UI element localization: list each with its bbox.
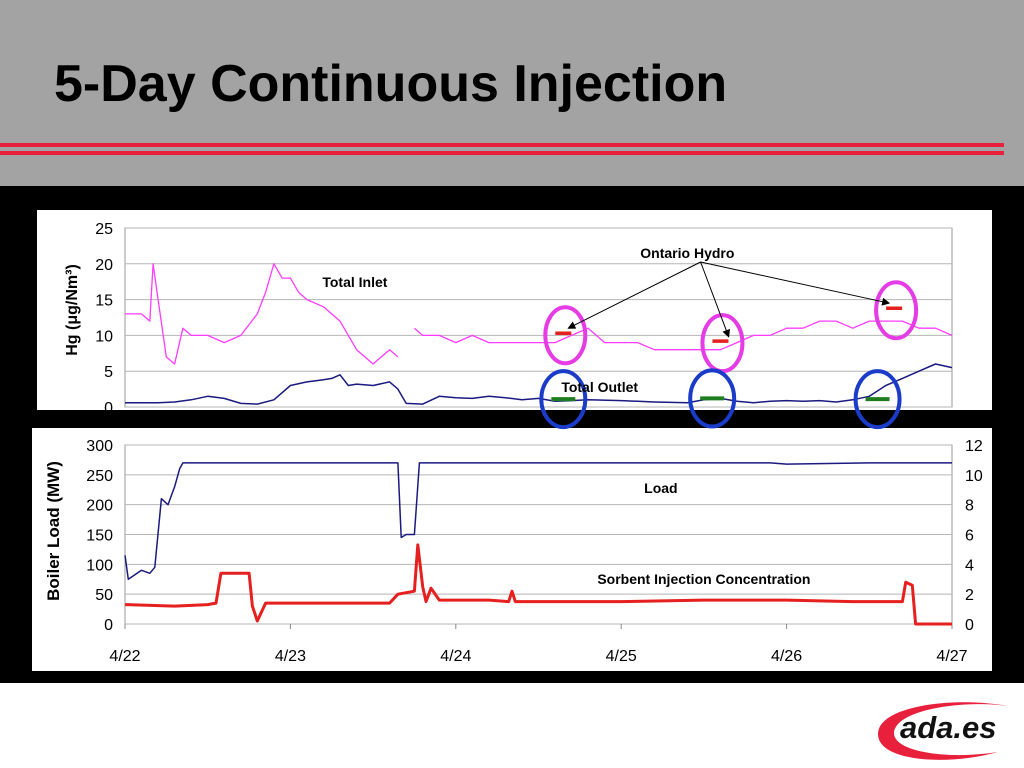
slide-title: 5-Day Continuous Injection	[54, 55, 728, 113]
load-y-axis-label: Boiler Load (MW)	[44, 461, 63, 601]
load-y-tick-label: 150	[86, 528, 113, 545]
mercury-y-tick-label: 15	[95, 293, 113, 310]
ontario-hydro-outlet-circle	[688, 368, 737, 429]
mercury-y-tick-label: 25	[95, 221, 113, 238]
load-chart-panel	[32, 428, 992, 671]
x-tick-label: 4/22	[109, 648, 140, 665]
mercury-y-tick-label: 0	[104, 400, 113, 417]
title-bar	[0, 0, 1024, 186]
logo-text: ada.es	[900, 710, 997, 745]
load-y-tick-label: 50	[95, 587, 113, 604]
total-inlet-series-line	[125, 263, 953, 365]
mercury-y-axis-label: Hg (μg/Nm³)	[64, 264, 81, 356]
ontario-hydro-inlet-circle	[700, 313, 745, 374]
ontario-hydro-inlet-circle	[543, 305, 588, 366]
x-tick-label: 4/26	[771, 648, 802, 665]
mercury-y-tick-label: 5	[104, 364, 113, 381]
injection-y2-tick-label: 10	[965, 468, 983, 485]
x-tick-label: 4/23	[275, 648, 306, 665]
injection-y2-tick-label: 8	[965, 498, 974, 515]
ontario-hydro-outlet-circle	[853, 369, 902, 430]
injection-y2-tick-label: 12	[965, 438, 983, 455]
x-tick-label: 4/27	[936, 648, 967, 665]
ada-es-logo: ada.es	[878, 702, 1008, 760]
mercury-chart-panel	[37, 210, 992, 410]
total-outlet-annotation: Total Outlet	[561, 379, 638, 395]
ontario-hydro-arrow	[700, 261, 891, 306]
load-y-tick-label: 250	[86, 468, 113, 485]
sorbent-annotation: Sorbent Injection Concentration	[597, 571, 810, 587]
injection-y2-tick-label: 0	[965, 617, 974, 634]
x-tick-label: 4/24	[440, 648, 471, 665]
load-series-line	[124, 462, 952, 581]
mercury-y-tick-label: 20	[95, 257, 113, 274]
injection-y2-axis-label: Inj. Conc. (lb/MMacf)	[992, 463, 1009, 609]
total-inlet-annotation: Total Inlet	[322, 274, 387, 290]
ontario-hydro-inlet-circle	[874, 280, 919, 341]
sorbent-injection-series-line	[124, 543, 952, 626]
load-annotation: Load	[644, 480, 677, 496]
load-y-tick-label: 100	[86, 557, 113, 574]
load-y-tick-label: 0	[104, 617, 113, 634]
ontario-hydro-arrow	[567, 261, 701, 329]
mercury-y-tick-label: 10	[95, 328, 113, 345]
load-y-tick-label: 200	[86, 498, 113, 515]
injection-y2-tick-label: 2	[965, 587, 974, 604]
ontario-hydro-arrow	[700, 261, 730, 338]
ontario-hydro-outlet-circle	[539, 369, 588, 430]
ontario-hydro-annotation: Ontario Hydro	[640, 245, 734, 261]
total-outlet-series-line	[125, 363, 953, 405]
injection-y2-tick-label: 6	[965, 528, 974, 545]
title-rule-bottom	[0, 151, 1004, 155]
title-rule-top	[0, 143, 1004, 147]
x-tick-label: 4/25	[606, 648, 637, 665]
load-y-tick-label: 300	[86, 438, 113, 455]
injection-y2-tick-label: 4	[965, 557, 974, 574]
